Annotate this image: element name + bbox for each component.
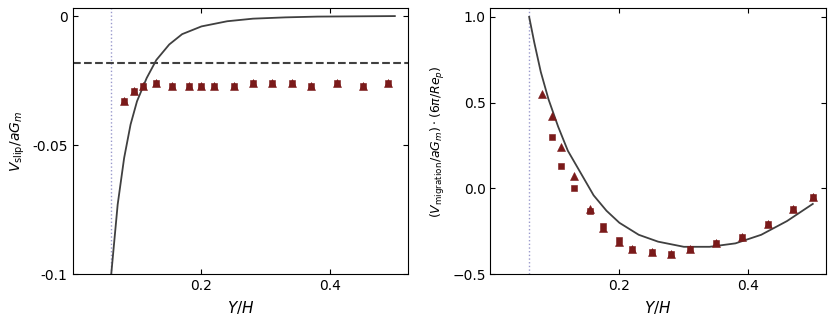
Y-axis label: $V_{\mathrm{slip}}/aG_m$: $V_{\mathrm{slip}}/aG_m$	[8, 111, 27, 172]
Y-axis label: $(V_{\mathrm{migration}}/aG_m)\cdot(6\pi/Re_p)$: $(V_{\mathrm{migration}}/aG_m)\cdot(6\pi…	[429, 65, 446, 218]
X-axis label: $Y/H$: $Y/H$	[227, 299, 254, 316]
X-axis label: $Y/H$: $Y/H$	[645, 299, 671, 316]
